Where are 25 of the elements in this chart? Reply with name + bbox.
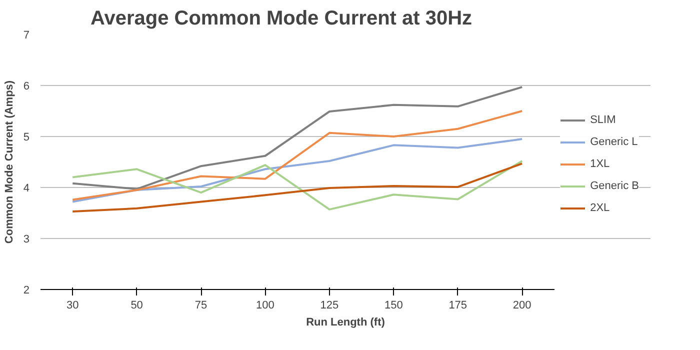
- y-tick-label: 3: [23, 234, 30, 246]
- x-tick-label: 100: [256, 300, 274, 312]
- line-series: [72, 110, 524, 201]
- y-tick-label: 5: [23, 132, 30, 144]
- legend-label: 1XL: [590, 158, 610, 170]
- x-tick-label: 150: [384, 300, 403, 312]
- x-axis-title: Run Length (ft): [306, 316, 386, 328]
- y-tick-label: 6: [23, 80, 30, 92]
- x-tick-label: 50: [130, 300, 143, 312]
- line-series: [72, 138, 524, 203]
- y-axis-title: Common Mode Current (Amps): [3, 80, 16, 244]
- x-tick-label: 125: [320, 300, 339, 312]
- y-tick-label: 7: [23, 30, 30, 42]
- y-tick-label: 2: [23, 284, 30, 296]
- legend-label: SLIM: [590, 114, 616, 126]
- line-series: [72, 86, 524, 190]
- x-tick-label: 200: [512, 300, 532, 312]
- legend-label: Generic L: [590, 136, 638, 148]
- x-tick-label: 75: [194, 300, 208, 312]
- chart-title: Average Common Mode Current at 30Hz: [90, 8, 472, 30]
- legend-label: Generic B: [590, 180, 640, 192]
- x-tick-label: 30: [66, 300, 79, 312]
- y-tick-label: 4: [23, 182, 30, 194]
- x-tick-label: 175: [448, 300, 468, 312]
- legend-label: 2XL: [590, 202, 610, 214]
